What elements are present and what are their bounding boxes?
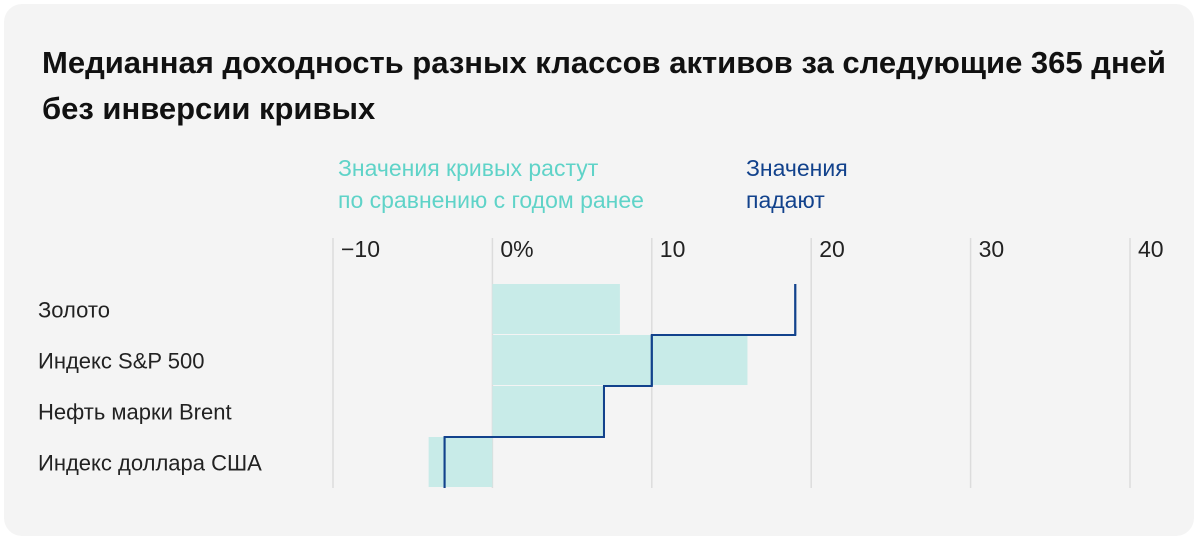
x-tick-label: 0% (500, 236, 533, 262)
chart-card: Медианная доходность разных классов акти… (4, 4, 1194, 536)
category-label: Нефть марки Brent (38, 400, 232, 425)
x-tick-label: 40 (1138, 236, 1164, 262)
legend-falling: Значения падают (746, 152, 886, 216)
x-tick-label: 30 (979, 236, 1005, 262)
category-label: Золото (38, 298, 110, 323)
x-tick-label: 20 (819, 236, 845, 262)
bar (492, 284, 620, 334)
series-step-line (443, 284, 797, 488)
category-label: Индекс доллара США (38, 451, 262, 476)
category-label: Индекс S&P 500 (38, 349, 204, 374)
legend-falling-line-2: падают (746, 187, 825, 213)
bar (492, 386, 604, 436)
chart-title: Медианная доходность разных классов акти… (42, 45, 1166, 126)
legend-rising: Значения кривых растут по сравнению с го… (338, 152, 718, 216)
bar (428, 437, 493, 487)
x-tick-label: −10 (341, 236, 380, 262)
x-tick-label: 10 (660, 236, 686, 262)
legend-rising-line-2: по сравнению с годом ранее (338, 187, 644, 213)
legend-rising-line-1: Значения кривых растут (338, 155, 599, 181)
legend-falling-line-1: Значения (746, 155, 848, 181)
bar (492, 335, 748, 385)
